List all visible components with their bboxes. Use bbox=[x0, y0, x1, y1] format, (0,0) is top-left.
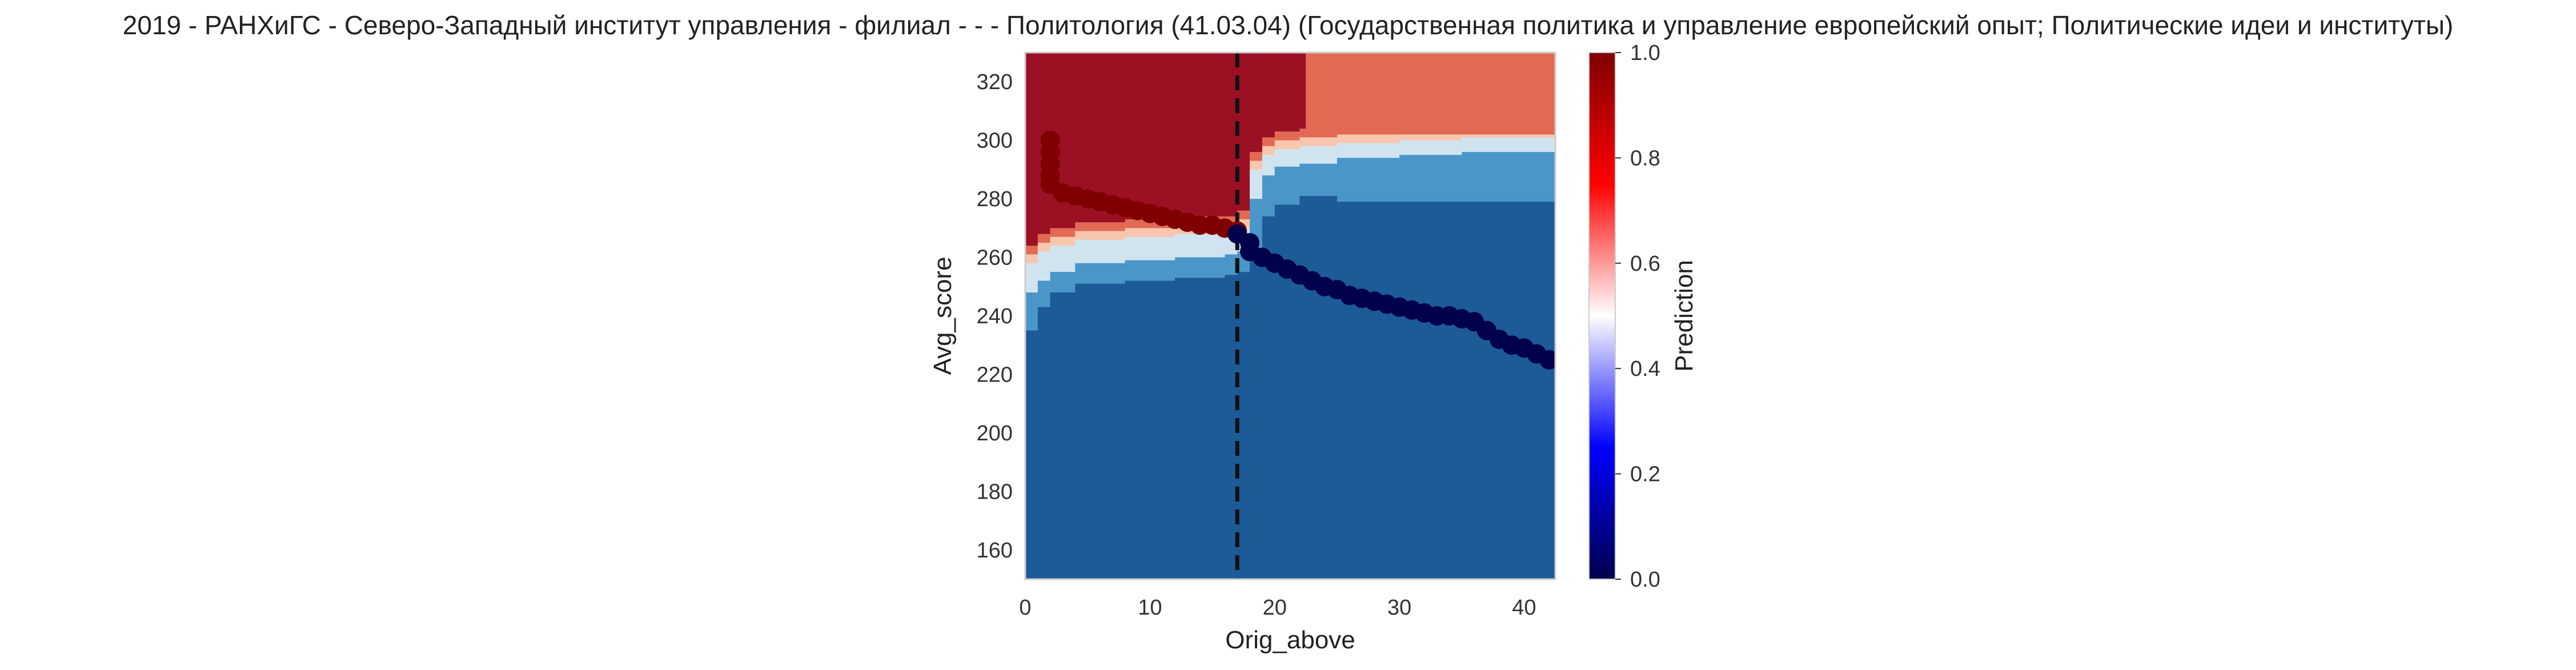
plot-frame bbox=[1024, 51, 1556, 580]
x-axis-label: Orig_above bbox=[1225, 626, 1355, 654]
region-notch bbox=[1337, 192, 1555, 202]
colorbar-tick-label: 0.6 bbox=[1630, 252, 1660, 276]
x-tick-label: 30 bbox=[1387, 596, 1411, 620]
colorbar-tick-label: 0.0 bbox=[1630, 568, 1660, 592]
y-tick-label: 220 bbox=[977, 363, 1013, 387]
region-upper-right bbox=[1306, 53, 1555, 135]
colorbar-tick-label: 0.4 bbox=[1630, 357, 1660, 381]
colorbar-tick-label: 0.2 bbox=[1630, 463, 1660, 487]
data-points bbox=[1040, 130, 1555, 370]
x-tick-label: 20 bbox=[1263, 596, 1287, 620]
y-tick-label: 160 bbox=[977, 539, 1013, 563]
plot-area bbox=[1024, 51, 1556, 580]
y-tick-label: 280 bbox=[977, 187, 1013, 211]
y-tick-label: 320 bbox=[977, 70, 1013, 94]
x-tick-label: 0 bbox=[1019, 596, 1031, 620]
colorbar-frame bbox=[1588, 52, 1616, 580]
y-tick-label: 240 bbox=[977, 304, 1013, 328]
x-axis-ticks: 0 10 20 30 40 bbox=[1019, 596, 1536, 620]
chart-title: 2019 - РАНХиГС - Северо-Западный институ… bbox=[123, 10, 2453, 40]
colorbar: 0.0 0.2 0.4 0.6 0.8 1.0 Prediction bbox=[1588, 41, 1698, 592]
data-point bbox=[1539, 350, 1555, 370]
y-tick-label: 300 bbox=[977, 129, 1013, 153]
colorbar-tick-label: 0.8 bbox=[1630, 146, 1660, 170]
colorbar-tick-label: 1.0 bbox=[1630, 41, 1660, 65]
colorbar-scale bbox=[1589, 53, 1615, 579]
y-tick-label: 200 bbox=[977, 422, 1013, 446]
region-notch-inner bbox=[1337, 202, 1450, 208]
y-tick-label: 180 bbox=[977, 480, 1013, 504]
y-tick-label: 260 bbox=[977, 246, 1013, 270]
y-axis-label: Avg_score bbox=[929, 256, 957, 375]
x-tick-label: 40 bbox=[1512, 596, 1536, 620]
y-axis-ticks: 160 180 200 220 240 260 280 300 320 bbox=[977, 70, 1013, 563]
colorbar-ticks: 0.0 0.2 0.4 0.6 0.8 1.0 bbox=[1615, 41, 1660, 592]
colorbar-label: Prediction bbox=[1670, 260, 1698, 372]
x-tick-label: 10 bbox=[1138, 596, 1162, 620]
